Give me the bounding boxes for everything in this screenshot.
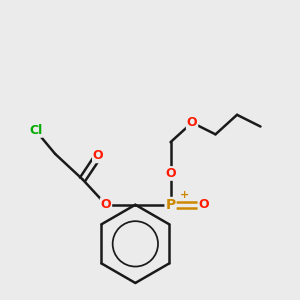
Text: O: O	[187, 116, 197, 129]
Text: O: O	[93, 149, 104, 162]
Text: O: O	[199, 198, 209, 211]
Text: O: O	[165, 167, 176, 180]
Text: Cl: Cl	[29, 124, 42, 137]
Text: O: O	[101, 198, 111, 211]
Text: P: P	[165, 198, 176, 212]
Text: +: +	[180, 190, 189, 200]
